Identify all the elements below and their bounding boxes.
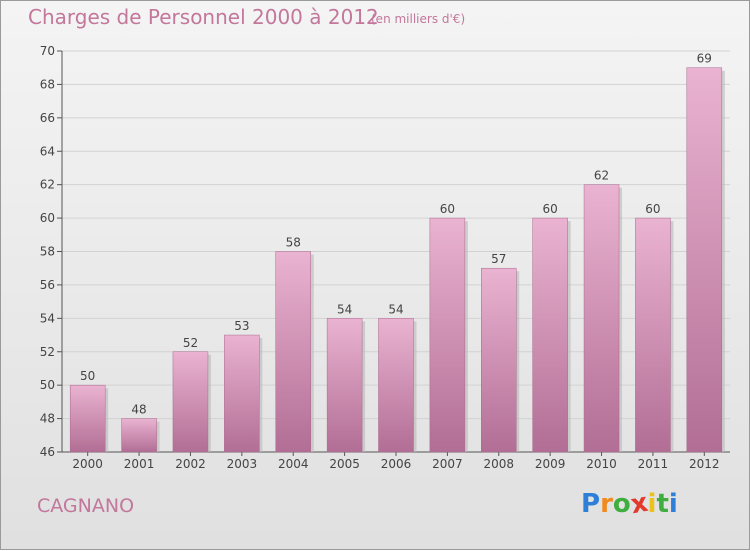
x-tick-label: 2011	[638, 457, 669, 471]
bar-2002	[172, 351, 209, 453]
chart-title: Charges de Personnel 2000 à 2012	[28, 5, 379, 29]
bar-2008	[481, 267, 517, 453]
data-label: 48	[131, 403, 146, 417]
logo-letter: P	[581, 489, 601, 519]
chart-subtitle: (en milliers d'€)	[371, 12, 466, 26]
bar-2001	[121, 418, 157, 453]
x-tick-label: 2007	[432, 457, 463, 471]
logo-letter: i	[668, 489, 678, 519]
bar-2012	[686, 67, 723, 453]
data-label: 57	[491, 252, 506, 266]
bar-2005	[326, 318, 363, 453]
data-label: 60	[543, 202, 558, 216]
logo-letter: o	[612, 489, 631, 519]
y-tick-label: 64	[40, 144, 55, 158]
y-tick-label: 50	[40, 378, 55, 392]
data-label: 60	[645, 202, 660, 216]
x-tick-label: 2006	[381, 457, 412, 471]
data-label: 58	[286, 236, 301, 250]
bar-2011	[635, 217, 671, 453]
x-tick-label: 2010	[586, 457, 617, 471]
data-label: 60	[440, 202, 455, 216]
bar-2000	[69, 384, 106, 453]
x-tick-label: 2003	[227, 457, 258, 471]
y-tick-label: 46	[40, 445, 55, 459]
data-label: 52	[183, 336, 198, 350]
labels: 46 48 50 52 54 56 58 60 62 64 66 68 70 50 2000 48 2001 52…	[40, 44, 720, 471]
logo-letter: t	[656, 489, 669, 519]
bar-2006	[378, 318, 414, 453]
y-tick-label: 60	[40, 211, 55, 225]
x-tick-label: 2008	[483, 457, 514, 471]
x-tick-label: 2012	[689, 457, 720, 471]
bar-2010	[583, 184, 620, 453]
y-tick-label: 70	[40, 44, 55, 58]
x-tick-label: 2009	[535, 457, 566, 471]
proxiti-logo: Proxiti	[581, 488, 678, 520]
x-tick-label: 2004	[278, 457, 309, 471]
x-tick-label: 2000	[72, 457, 103, 471]
y-tick-label: 58	[40, 245, 55, 259]
x-tick-label: 2001	[124, 457, 155, 471]
data-label: 54	[337, 302, 352, 316]
x-tick-label: 2002	[175, 457, 206, 471]
data-label: 50	[80, 369, 95, 383]
y-tick-label: 54	[40, 311, 55, 325]
data-label: 69	[697, 52, 712, 66]
data-label: 53	[234, 319, 249, 333]
y-tick-label: 56	[40, 278, 55, 292]
y-tick-label: 62	[40, 178, 55, 192]
bar-2009	[532, 217, 568, 453]
bar-2007	[429, 217, 466, 453]
logo-letter: i	[647, 489, 657, 519]
logo-letter: r	[600, 489, 613, 519]
y-tick-label: 52	[40, 345, 55, 359]
y-tick-label: 68	[40, 77, 55, 91]
bar-2003	[224, 334, 260, 453]
data-label: 62	[594, 169, 609, 183]
y-tick-label: 66	[40, 111, 55, 125]
y-tick-label: 48	[40, 412, 55, 426]
bar-2004	[275, 251, 311, 453]
bars	[69, 67, 725, 453]
commune-name: CAGNANO	[37, 495, 135, 517]
data-label: 54	[388, 302, 403, 316]
x-tick-label: 2005	[329, 457, 360, 471]
